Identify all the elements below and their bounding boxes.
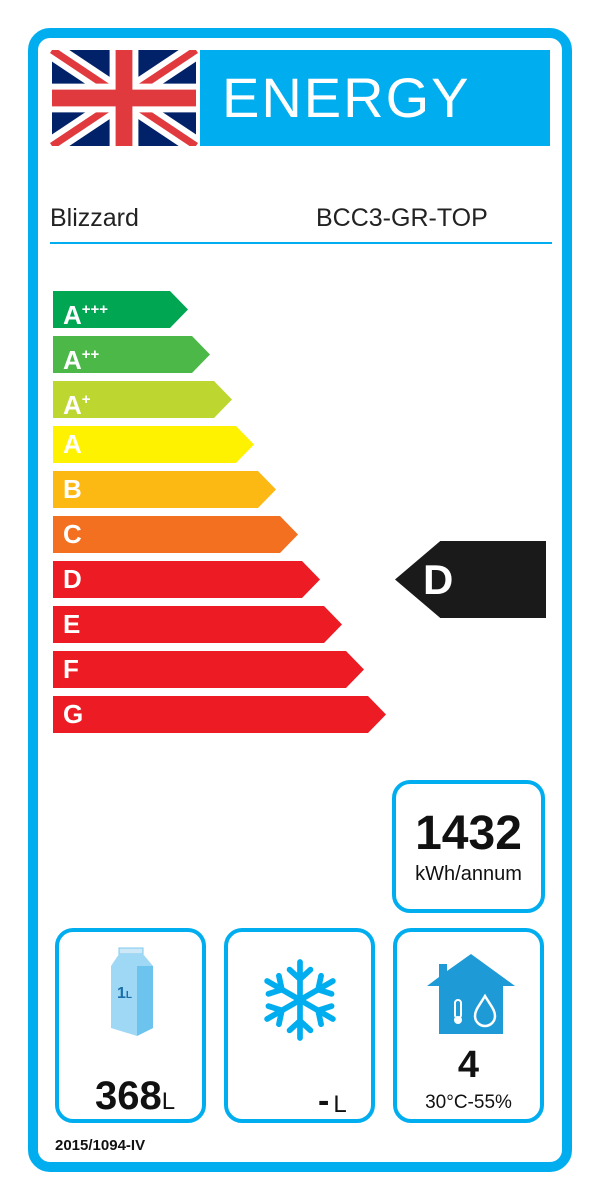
milk-carton-icon: 1L: [111, 947, 153, 1036]
supplier-name: Blizzard: [50, 204, 139, 232]
class-plus: ++: [81, 346, 100, 363]
storage-box: 1L 368L: [55, 928, 206, 1123]
model-id: BCC3-GR-TOP: [316, 204, 488, 232]
uk-flag-icon: [50, 50, 198, 146]
energy-class-bar: E: [53, 606, 342, 643]
divider: [50, 242, 552, 244]
class-letter: A: [63, 345, 82, 375]
energy-class-bar: D: [53, 561, 320, 598]
energy-class-bar: F: [53, 651, 364, 688]
class-letter: D: [63, 564, 82, 594]
climate-box: 4 30°C-55%: [393, 928, 544, 1123]
regulation-number: 2015/1094-IV: [55, 1137, 146, 1154]
energy-title: ENERGY: [200, 50, 550, 146]
energy-class-bar: A+: [53, 381, 232, 418]
energy-class-bar: A++: [53, 336, 210, 373]
frozen-box: -L: [224, 928, 375, 1123]
class-letter: G: [63, 699, 84, 729]
climate-class: 4: [457, 1044, 480, 1086]
storage-unit: L: [161, 1088, 176, 1115]
frozen-value: -: [318, 1082, 330, 1120]
house-climate-icon: [427, 954, 515, 1034]
carton-label: 1L: [117, 985, 132, 1002]
class-plus: +++: [81, 301, 109, 318]
storage-value: 368: [95, 1074, 162, 1118]
class-letter: A: [63, 300, 82, 330]
class-letter: C: [63, 519, 82, 549]
class-plus: +: [81, 391, 91, 408]
class-letter: E: [63, 609, 81, 639]
energy-class-bar: C: [53, 516, 298, 553]
energy-class-bar: G: [53, 696, 386, 733]
class-letter: A: [63, 429, 82, 459]
consumption-unit: kWh/annum: [415, 863, 522, 885]
class-letter: A: [63, 390, 82, 420]
energy-class-bar: B: [53, 471, 276, 508]
energy-class-bar: A+++: [53, 291, 188, 328]
label-frame: [28, 28, 572, 1172]
energy-class-bar: A: [53, 426, 254, 463]
frozen-unit: L: [333, 1091, 347, 1118]
consumption-value: 1432: [415, 807, 522, 860]
snowflake-icon: [262, 959, 338, 1042]
consumption-box: 1432 kWh/annum: [392, 780, 545, 913]
class-letter: F: [63, 654, 79, 684]
climate-range: 30°C-55%: [425, 1092, 512, 1113]
class-letter: B: [63, 474, 82, 504]
